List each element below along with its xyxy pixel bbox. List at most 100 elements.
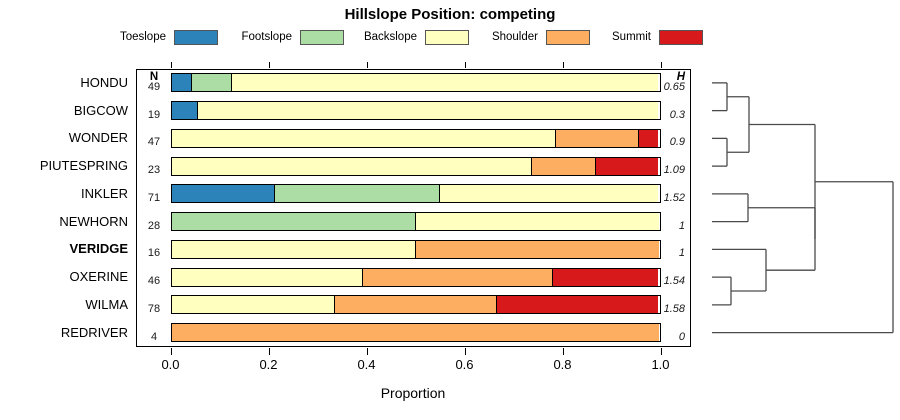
axis-tick-bottom (562, 348, 564, 355)
chart-title: Hillslope Position: competing (344, 6, 556, 23)
bar-wilma (170, 295, 661, 315)
legend-item-backslope: Backslope (259, 28, 469, 46)
h-column-header: H (676, 71, 685, 83)
bar-segment-toeslope (171, 74, 192, 92)
axis-tick-bottom (464, 348, 466, 355)
bar-segment-backslope (171, 157, 532, 175)
bar-segment-backslope (171, 240, 415, 258)
bar-oxerine (170, 267, 661, 287)
bar-segment-backslope (438, 185, 659, 203)
legend-label: Toeslope (119, 31, 166, 43)
row-label-oxerine: OXERINE (69, 269, 128, 285)
axis-tick-bottom (366, 348, 368, 355)
axis-tick-bottom (170, 348, 172, 355)
bar-inkler (170, 184, 661, 204)
legend-swatch-summit (659, 29, 703, 45)
h-value: 0.3 (669, 108, 685, 121)
axis-tick-bottom (660, 348, 662, 355)
axis-tick-label: 0.8 (553, 357, 572, 372)
axis-tick-bottom (268, 348, 270, 355)
bar-bigcow (170, 101, 661, 121)
bar-segment-backslope (231, 74, 659, 92)
bar-segment-summit (496, 296, 659, 314)
axis-tick-label: 0.6 (455, 357, 474, 372)
bar-newhorn (170, 212, 661, 232)
axis-tick-label: 0.4 (357, 357, 376, 372)
h-value: 1.58 (663, 302, 685, 315)
n-value: 16 (147, 247, 161, 260)
bar-segment-shoulder (333, 296, 497, 314)
legend-label: Backslope (363, 31, 417, 43)
row-label-piutespring: PIUTESPRING (39, 158, 128, 174)
legend-item-toeslope: Toeslope (8, 28, 218, 46)
bar-segment-shoulder (415, 240, 659, 258)
n-value: 49 (147, 80, 161, 93)
bar-veridge (170, 239, 661, 259)
h-value: 1 (678, 247, 685, 260)
bar-segment-footslope (191, 74, 232, 92)
bar-segment-backslope (171, 129, 555, 147)
row-label-redriver: REDRIVER (60, 324, 128, 340)
row-label-wilma: WILMA (85, 296, 128, 312)
bar-hondu (170, 73, 661, 93)
axis-tick-top (366, 61, 368, 68)
bar-segment-footslope (171, 213, 415, 231)
bar-segment-shoulder (361, 268, 553, 286)
n-value: 23 (147, 164, 161, 177)
legend-swatch-toeslope (174, 29, 218, 45)
legend-label: Footslope (241, 31, 292, 43)
h-value: 0.65 (663, 80, 685, 93)
bar-segment-summit (594, 157, 659, 175)
row-label-newhorn: NEWHORN (59, 213, 128, 229)
h-value: 1.52 (663, 191, 685, 204)
axis-tick-top (268, 61, 270, 68)
axis-tick-top (562, 61, 564, 68)
legend-item-summit: Summit (493, 28, 703, 46)
bar-segment-toeslope (171, 185, 275, 203)
n-column-header: N (149, 71, 159, 83)
legend-label: Shoulder (491, 31, 538, 43)
bar-segment-toeslope (171, 102, 198, 120)
axis-tick-top (464, 61, 466, 68)
axis-tick-label: 0.0 (161, 357, 180, 372)
h-value: 0 (678, 330, 685, 343)
n-value: 78 (147, 302, 161, 315)
bar-segment-shoulder (531, 157, 595, 175)
n-value: 71 (147, 191, 161, 204)
row-label-veridge: VERIDGE (69, 241, 128, 257)
bar-wonder (170, 128, 661, 148)
axis-tick-label: 0.2 (259, 357, 278, 372)
n-value: 4 (150, 330, 158, 343)
row-label-inkler: INKLER (81, 185, 128, 201)
legend-swatch-shoulder (546, 29, 590, 45)
bar-piutespring (170, 156, 661, 176)
bar-segment-shoulder (554, 129, 638, 147)
axis-tick-top (660, 61, 662, 68)
legend-item-shoulder: Shoulder (380, 28, 590, 46)
bar-segment-summit (637, 129, 659, 147)
bar-segment-backslope (415, 213, 659, 231)
legend-label: Summit (612, 31, 651, 43)
n-value: 47 (147, 136, 161, 149)
axis-tick-label: 1.0 (651, 357, 670, 372)
bar-redriver (170, 323, 661, 343)
h-value: 0.9 (669, 136, 685, 149)
row-label-wonder: WONDER (68, 130, 128, 146)
legend-item-footslope: Footslope (134, 28, 344, 46)
row-label-bigcow: BIGCOW (73, 102, 128, 118)
n-value: 19 (147, 108, 161, 121)
h-value: 1.09 (663, 164, 685, 177)
bar-segment-backslope (171, 268, 362, 286)
legend-swatch-backslope (425, 29, 469, 45)
bar-segment-footslope (274, 185, 439, 203)
bar-segment-backslope (171, 296, 334, 314)
n-value: 28 (147, 219, 161, 232)
bar-segment-backslope (197, 102, 659, 120)
legend-swatch-footslope (300, 29, 344, 45)
row-label-hondu: HONDU (80, 74, 128, 90)
axis-tick-top (170, 61, 172, 68)
h-value: 1 (678, 219, 685, 232)
h-value: 1.54 (663, 275, 685, 288)
x-axis-title: Proportion (380, 385, 446, 401)
